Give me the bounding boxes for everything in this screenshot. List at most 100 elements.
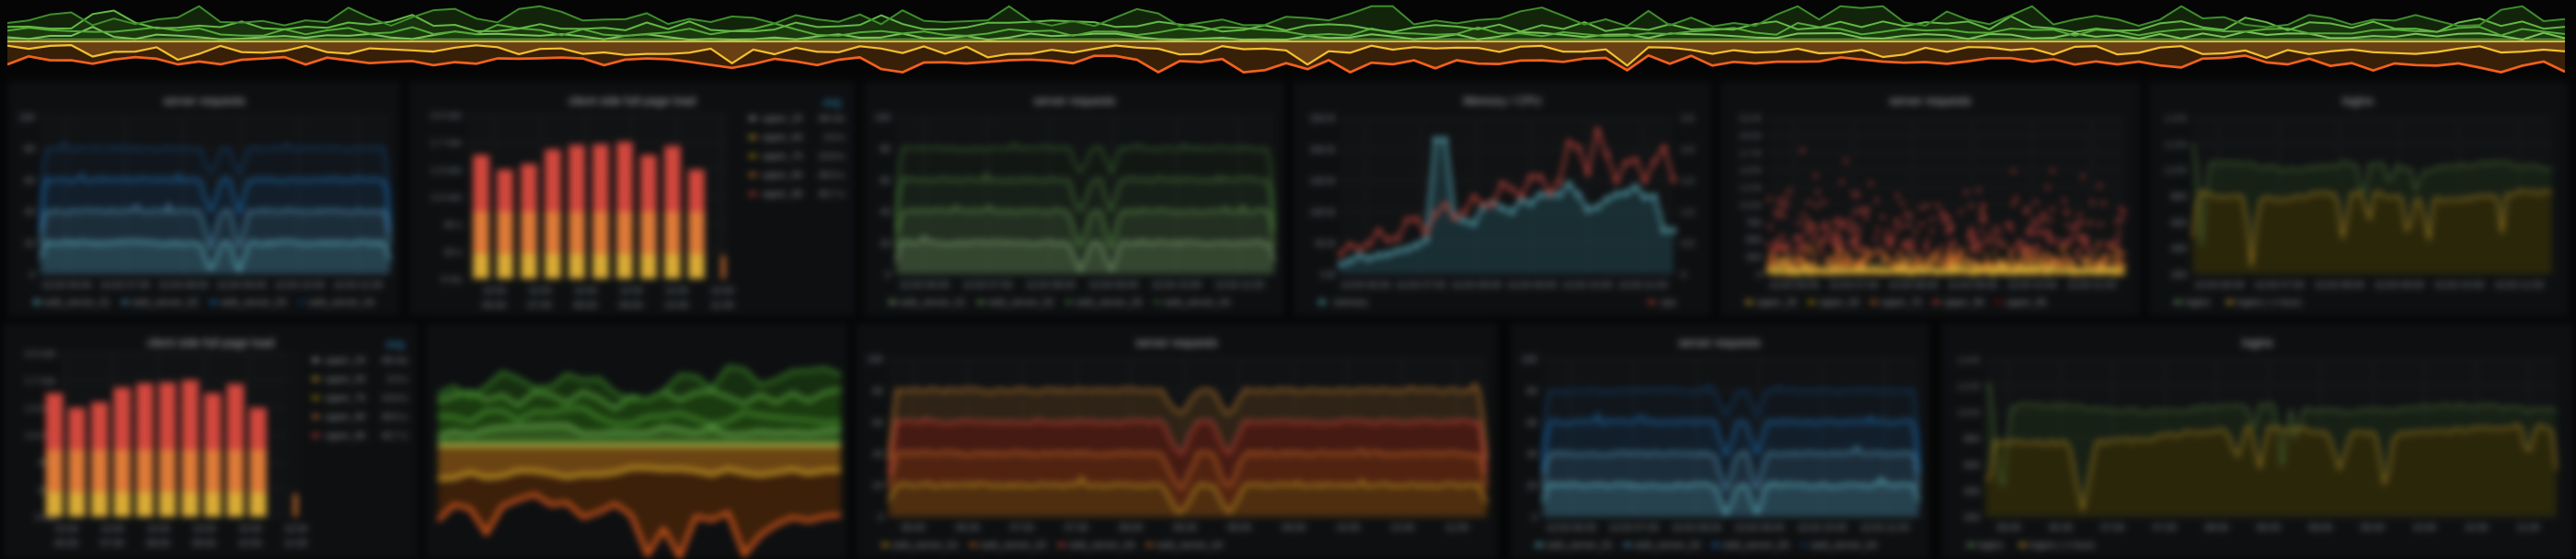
svg-text:11/18 06:00: 11/18 06:00 — [899, 280, 949, 291]
svg-text:09:00: 09:00 — [1227, 522, 1251, 533]
svg-text:06:00: 06:00 — [482, 300, 506, 311]
svg-text:11/18 11:00: 11/18 11:00 — [1618, 280, 1668, 291]
svg-text:0 ms: 0 ms — [441, 274, 462, 285]
svg-text:11:00: 11:00 — [1445, 522, 1469, 533]
svg-text:client side full page load: client side full page load — [569, 94, 696, 108]
svg-text:11/18 10:00: 11/18 10:00 — [2007, 280, 2057, 291]
svg-text:08:30: 08:30 — [2257, 522, 2281, 533]
svg-text:11/18 06:00: 11/18 06:00 — [1769, 280, 1820, 291]
svg-text:20 s: 20 s — [443, 246, 462, 257]
svg-text:1.0: 1.0 — [1681, 207, 1695, 218]
svg-text:11/18 08:00: 11/18 08:00 — [1672, 522, 1722, 533]
svg-text:upper_25: upper_25 — [325, 355, 366, 366]
svg-text:logins: logins — [2185, 297, 2210, 308]
svg-text:11/18 09:00: 11/18 09:00 — [1948, 280, 1998, 291]
svg-text:06:30: 06:30 — [956, 522, 980, 533]
svg-text:server requests: server requests — [1889, 94, 1972, 108]
svg-text:11/18 07:00: 11/18 07:00 — [1828, 280, 1879, 291]
svg-text:1.5 K: 1.5 K — [1739, 165, 1762, 177]
svg-text:20: 20 — [872, 481, 883, 492]
svg-text:1.2 K: 1.2 K — [1739, 183, 1762, 194]
svg-text:0: 0 — [1756, 269, 1762, 280]
svg-text:server requests: server requests — [1033, 94, 1116, 108]
svg-text:upper_75: upper_75 — [1881, 297, 1923, 308]
svg-text:1.7 min: 1.7 min — [431, 138, 463, 149]
svg-text:0: 0 — [878, 512, 883, 523]
svg-text:server requests: server requests — [1678, 336, 1761, 349]
svg-text:0: 0 — [1532, 512, 1537, 523]
svg-text:11/18: 11/18 — [482, 285, 506, 296]
svg-text:07:00: 07:00 — [1010, 522, 1034, 533]
svg-text:07:00: 07:00 — [527, 300, 551, 311]
svg-text:web_server_03: web_server_03 — [1068, 540, 1135, 551]
svg-text:2.0 s: 2.0 s — [823, 132, 845, 143]
svg-text:upper_50: upper_50 — [1819, 297, 1860, 308]
svg-text:upper_95: upper_95 — [325, 430, 366, 441]
svg-text:2.0 min: 2.0 min — [25, 348, 57, 359]
svg-text:11/18: 11/18 — [54, 523, 78, 534]
svg-text:logins ( 1 hour): logins ( 1 hour) — [2237, 297, 2302, 308]
svg-text:upper_95: upper_95 — [2006, 297, 2047, 308]
svg-text:80: 80 — [880, 143, 891, 154]
svg-text:web_server_02: web_server_02 — [132, 297, 199, 308]
svg-text:13.9 s: 13.9 s — [818, 151, 845, 162]
svg-text:10:00: 10:00 — [1336, 522, 1360, 533]
svg-text:09:30: 09:30 — [2360, 522, 2384, 533]
svg-text:250 B: 250 B — [1310, 113, 1335, 124]
svg-text:10:00: 10:00 — [664, 300, 688, 311]
svg-text:11/18 11:00: 11/18 11:00 — [333, 280, 383, 291]
svg-text:1.4 K: 1.4 K — [2164, 113, 2187, 124]
svg-text:web_server_01: web_server_01 — [899, 297, 966, 308]
svg-text:0 B: 0 B — [1320, 269, 1335, 280]
svg-text:11/18 08:00: 11/18 08:00 — [2314, 280, 2364, 291]
svg-text:avg: avg — [823, 96, 841, 108]
svg-text:2.0 min: 2.0 min — [431, 110, 463, 121]
svg-text:11/18: 11/18 — [619, 285, 643, 296]
svg-text:40: 40 — [24, 207, 35, 218]
svg-text:0.5: 0.5 — [1681, 238, 1695, 249]
svg-text:60: 60 — [1526, 417, 1537, 428]
svg-text:100 B: 100 B — [1310, 207, 1335, 218]
svg-text:10:00: 10:00 — [2412, 522, 2436, 533]
svg-text:200: 200 — [1963, 512, 1980, 523]
svg-text:web_server_01: web_server_01 — [891, 540, 959, 551]
svg-text:200 B: 200 B — [1310, 144, 1335, 155]
svg-text:logins: logins — [2342, 94, 2374, 108]
svg-text:1.0 K: 1.0 K — [2164, 165, 2187, 177]
svg-text:11/18 08:00: 11/18 08:00 — [1451, 280, 1501, 291]
svg-text:08:00: 08:00 — [1119, 522, 1143, 533]
svg-text:20: 20 — [24, 238, 35, 249]
svg-text:2.0 s: 2.0 s — [386, 374, 408, 385]
svg-text:upper_50: upper_50 — [762, 132, 803, 143]
svg-text:06:30: 06:30 — [2049, 522, 2073, 533]
svg-text:250: 250 — [1745, 252, 1762, 263]
svg-text:web_server_03: web_server_03 — [1075, 297, 1143, 308]
svg-text:11/18: 11/18 — [192, 523, 216, 534]
svg-text:10:30: 10:30 — [2464, 522, 2488, 533]
svg-text:upper_75: upper_75 — [325, 393, 366, 404]
svg-text:11/18: 11/18 — [238, 523, 262, 534]
svg-text:40: 40 — [872, 449, 883, 460]
svg-text:0: 0 — [1681, 269, 1686, 280]
svg-text:11/18 06:00: 11/18 06:00 — [2194, 280, 2245, 291]
svg-text:11/18 06:00: 11/18 06:00 — [41, 280, 92, 291]
svg-text:11/18 07:00: 11/18 07:00 — [962, 280, 1013, 291]
svg-text:1.2 K: 1.2 K — [2164, 139, 2187, 150]
svg-text:11/18 11:00: 11/18 11:00 — [2494, 280, 2544, 291]
svg-text:11/18 08:00: 11/18 08:00 — [158, 280, 209, 291]
svg-text:1.5: 1.5 — [1681, 176, 1695, 187]
svg-text:60: 60 — [872, 417, 883, 428]
svg-text:1.0 K: 1.0 K — [1957, 407, 1980, 418]
svg-text:800: 800 — [2170, 191, 2187, 202]
svg-text:100: 100 — [18, 112, 35, 123]
svg-text:400: 400 — [1963, 486, 1980, 497]
svg-text:web_server_04: web_server_04 — [1810, 540, 1877, 551]
svg-text:80: 80 — [24, 143, 35, 154]
svg-text:web_server_04: web_server_04 — [1163, 297, 1230, 308]
svg-text:100: 100 — [1521, 354, 1537, 365]
svg-text:11/18 06:00: 11/18 06:00 — [1546, 522, 1596, 533]
svg-text:11:00: 11:00 — [710, 300, 734, 311]
svg-text:11/18 07:00: 11/18 07:00 — [99, 280, 150, 291]
svg-text:100: 100 — [867, 354, 883, 365]
svg-text:upper_90: upper_90 — [762, 170, 803, 181]
